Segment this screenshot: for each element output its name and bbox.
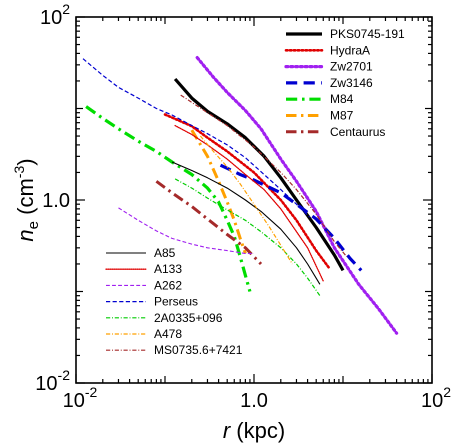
legend-label-ms0735-6-7421: MS0735.6+7421 [154,343,243,357]
series-centaurus [155,180,263,266]
legend-top-right: PKS0745-191 HydraA Zw2701 Zw3146 M84 M87 Centa… [284,27,405,139]
legend-label-a133: A133 [154,262,182,276]
series-layer [82,55,399,335]
legend-label-a85: A85 [154,246,176,260]
series-a85 [171,161,321,285]
series-ms0735-6-7421 [180,94,348,258]
x-tick-label: 1.0 [240,390,268,412]
series-2a0335-096 [174,178,321,297]
series-zw3146 [219,163,363,272]
tick-label-layer: 10-2 1.0 102 10-2 1.0 102 [35,1,451,412]
x-tick-label: 102 [421,384,451,412]
series-perseus [82,58,310,218]
legend-label-zw2701: Zw2701 [330,60,373,74]
legend-label-hydraa: HydraA [330,43,370,57]
tick-layer [75,16,433,384]
x-axis-title: r (kpc) [223,418,285,443]
y-tick-label: 10-2 [35,367,70,395]
legend-label-perseus: Perseus [154,295,198,309]
y-axis-title: ne (cm-3) [11,158,42,241]
series-a478 [199,135,293,265]
legend-label-zw3146: Zw3146 [330,76,373,90]
legend-bottom-left: A85 A133 A262 Perseus 2A0335+096 A478 MS0735.6… [105,246,243,357]
legend-label-centaurus: Centaurus [330,125,385,139]
series-a133 [174,124,324,282]
y-tick-label: 102 [40,1,70,29]
legend-label-m84: M84 [330,92,354,106]
legend-label-a478: A478 [154,327,182,341]
legend-label-a262: A262 [154,278,182,292]
series-m87 [190,129,247,254]
series-m84 [85,105,252,292]
x-tick-label: 10-2 [63,384,98,412]
series-pks0745-191 [173,77,345,272]
series-hydraa [163,113,331,270]
legend-label-pks0745-191: PKS0745-191 [330,27,405,41]
series-a262 [118,207,254,255]
legend-label-2a0335-096: 2A0335+096 [154,311,223,325]
series-zw2701 [195,55,399,335]
legend-label-m87: M87 [330,109,354,123]
y-tick-label: 1.0 [42,190,70,212]
